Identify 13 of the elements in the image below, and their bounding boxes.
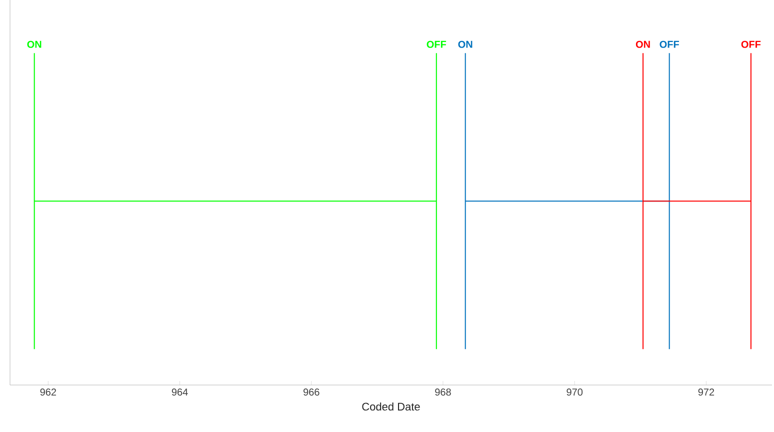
x-tick-label: 966 — [304, 388, 320, 396]
x-axis-title: Coded Date — [362, 402, 420, 411]
x-tick-label: 970 — [566, 388, 583, 396]
x-tick-label: 968 — [435, 388, 451, 396]
annotation: ON — [27, 40, 42, 48]
annotation: ON — [458, 40, 472, 48]
x-tick-label: 962 — [40, 388, 56, 396]
annotation: OFF — [741, 40, 761, 48]
annotation: ON — [636, 40, 650, 48]
x-tick-label: 972 — [698, 388, 714, 396]
annotation: OFF — [426, 40, 446, 48]
annotation: OFF — [660, 40, 679, 48]
x-tick-label: 964 — [172, 388, 188, 396]
